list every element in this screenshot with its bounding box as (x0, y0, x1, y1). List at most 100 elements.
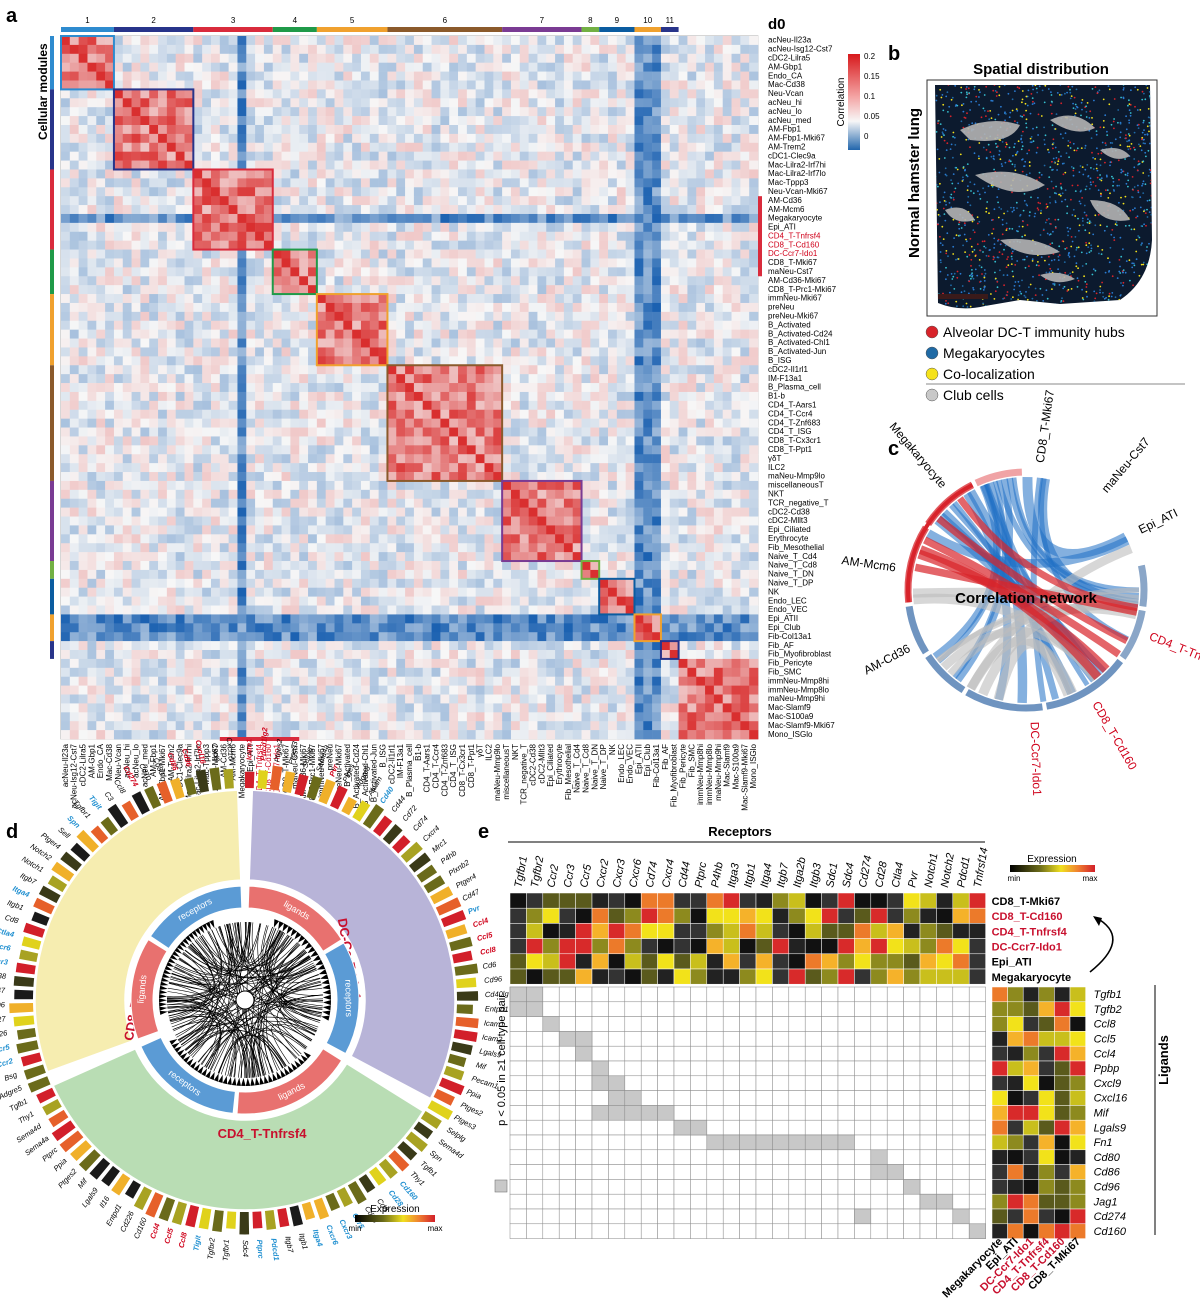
heatmap-cell (281, 498, 291, 508)
heatmap-cell (722, 543, 732, 553)
heatmap-cell (272, 525, 282, 535)
heatmap-cell (237, 489, 247, 500)
heatmap-cell (449, 472, 459, 482)
heatmap-cell (96, 454, 106, 464)
heatmap-cell (749, 80, 759, 90)
heatmap-cell (69, 445, 79, 455)
heatmap-cell (652, 507, 662, 517)
heatmap-cell (466, 427, 476, 437)
heatmap-cell (387, 36, 397, 46)
heatmap-cell (493, 133, 503, 144)
heatmap-cell (378, 436, 388, 446)
heatmap-cell (599, 507, 609, 517)
heatmap-cell (334, 463, 344, 473)
heatmap-cell (105, 516, 115, 526)
heatmap-cell (625, 569, 635, 580)
heatmap-cell (546, 329, 556, 339)
heatmap-cell (105, 374, 115, 384)
heatmap-cell (625, 534, 635, 544)
heatmap-cell (184, 498, 194, 508)
heatmap-cell (413, 507, 424, 517)
heatmap-cell (493, 463, 503, 473)
heatmap-cell (69, 187, 79, 197)
heatmap-cell (413, 320, 424, 330)
heatmap-cell (131, 62, 141, 72)
heatmap-cell (281, 258, 291, 268)
heatmap-cell (466, 71, 476, 81)
heatmap-cell (263, 543, 274, 553)
heatmap-cell (69, 124, 79, 135)
heatmap-cell (96, 302, 106, 313)
heatmap-cell (369, 142, 379, 152)
heatmap-cell (440, 196, 450, 206)
heatmap-cell (369, 472, 379, 482)
heatmap-cell (537, 178, 547, 188)
heatmap-cell (563, 36, 574, 46)
heatmap-cell (78, 124, 88, 135)
heatmap-cell (299, 463, 309, 473)
heatmap-cell (413, 472, 424, 482)
heatmap-cell (290, 338, 300, 348)
heatmap-cell (475, 151, 485, 161)
heatmap-cell (669, 116, 679, 126)
heatmap-cell (219, 222, 229, 233)
heatmap-cell (634, 365, 644, 375)
heatmap-cell (166, 365, 176, 375)
heatmap-cell (175, 578, 185, 589)
heatmap-cell (687, 187, 697, 197)
heatmap-cell (678, 169, 688, 179)
heatmap-cell (678, 240, 688, 250)
heatmap-cell (78, 302, 88, 313)
heatmap-cell (113, 222, 124, 233)
heatmap-cell (369, 267, 379, 277)
heatmap-cell (61, 311, 71, 322)
heatmap-cell (608, 409, 618, 419)
heatmap-cell (158, 374, 168, 384)
heatmap-cell (334, 374, 344, 384)
heatmap-cell (281, 240, 291, 250)
heatmap-cell (563, 285, 574, 295)
heatmap-cell (643, 107, 653, 117)
heatmap-cell (616, 374, 626, 384)
heatmap-cell (519, 44, 529, 55)
heatmap-cell (608, 516, 618, 526)
heatmap-cell (555, 89, 565, 99)
heatmap-cell (608, 142, 618, 152)
heatmap-cell (705, 178, 715, 188)
heatmap-cell (122, 205, 132, 215)
heatmap-cell (122, 178, 132, 188)
heatmap-cell (396, 552, 406, 562)
heatmap-cell (581, 472, 591, 482)
heatmap-cell (290, 196, 300, 206)
heatmap-cell (510, 480, 521, 491)
heatmap-cell (749, 427, 759, 437)
heatmap-cell (87, 374, 97, 384)
heatmap-cell (616, 391, 626, 402)
heatmap-cell (299, 365, 309, 375)
heatmap-cell (158, 400, 168, 411)
heatmap-cell (722, 320, 732, 330)
heatmap-cell (290, 329, 300, 339)
heatmap-cell (166, 436, 176, 446)
heatmap-cell (166, 463, 176, 473)
heatmap-cell (616, 62, 626, 72)
heatmap-cell (572, 329, 582, 339)
heatmap-cell (634, 62, 644, 72)
heatmap-cell (378, 142, 388, 152)
heatmap-cell (493, 294, 503, 304)
heatmap-cell (519, 445, 529, 455)
heatmap-cell (210, 543, 221, 553)
heatmap-cell (510, 285, 521, 295)
heatmap-cell (219, 365, 229, 375)
heatmap-cell (263, 320, 274, 330)
heatmap-cell (731, 525, 741, 535)
heatmap-cell (608, 472, 618, 482)
heatmap-cell (272, 213, 282, 224)
heatmap-cell (731, 338, 741, 348)
heatmap-cell (669, 44, 679, 55)
heatmap-cell (78, 213, 88, 224)
heatmap-cell (634, 516, 644, 526)
heatmap-cell (272, 463, 282, 473)
heatmap-cell (369, 240, 379, 250)
heatmap-cell (140, 329, 150, 339)
